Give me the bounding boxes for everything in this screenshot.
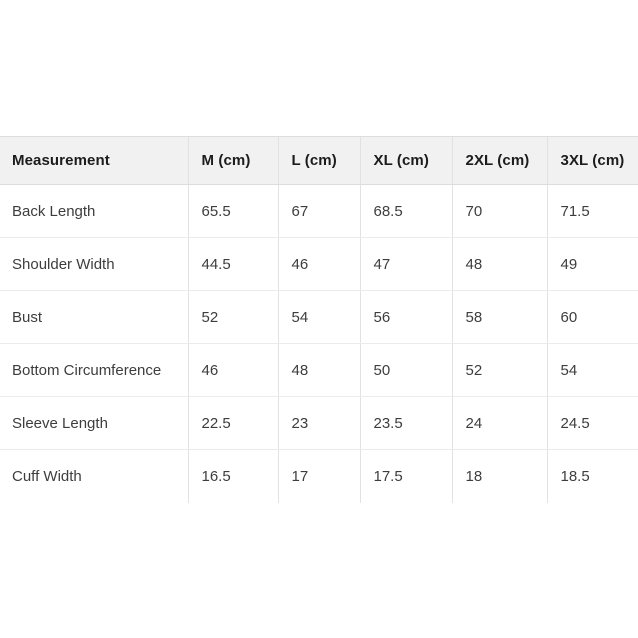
table-row-sleeve-length: Sleeve Length 22.5 23 23.5 24 24.5	[0, 396, 638, 450]
cell-value: 17.5	[359, 449, 452, 503]
cell-value: 44.5	[187, 237, 278, 291]
row-label: Cuff Width	[0, 449, 188, 503]
cell-value: 65.5	[187, 184, 278, 238]
row-label: Sleeve Length	[0, 396, 188, 450]
column-header-xl: XL (cm)	[359, 136, 452, 185]
cell-value: 22.5	[187, 396, 278, 450]
column-header-2xl: 2XL (cm)	[451, 136, 547, 185]
table-row-bottom-circumference: Bottom Circumference 46 48 50 52 54	[0, 343, 638, 397]
cell-value: 17	[277, 449, 360, 503]
cell-value: 18.5	[546, 449, 638, 503]
row-label: Bottom Circumference	[0, 343, 188, 397]
cell-value: 46	[187, 343, 278, 397]
cell-value: 71.5	[546, 184, 638, 238]
cell-value: 24.5	[546, 396, 638, 450]
table-row-cuff-width: Cuff Width 16.5 17 17.5 18 18.5	[0, 449, 638, 503]
cell-value: 52	[187, 290, 278, 344]
cell-value: 54	[277, 290, 360, 344]
size-chart-viewport: Measurement M (cm) L (cm) XL (cm) 2XL (c…	[0, 136, 638, 503]
column-header-3xl: 3XL (cm)	[546, 136, 638, 185]
cell-value: 67	[277, 184, 360, 238]
cell-value: 68.5	[359, 184, 452, 238]
cell-value: 58	[451, 290, 547, 344]
cell-value: 23	[277, 396, 360, 450]
cell-value: 18	[451, 449, 547, 503]
cell-value: 52	[451, 343, 547, 397]
table-row-back-length: Back Length 65.5 67 68.5 70 71.5	[0, 184, 638, 238]
size-chart-table: Measurement M (cm) L (cm) XL (cm) 2XL (c…	[0, 136, 638, 503]
cell-value: 48	[277, 343, 360, 397]
table-row-shoulder-width: Shoulder Width 44.5 46 47 48 49	[0, 237, 638, 291]
row-label: Back Length	[0, 184, 188, 238]
column-header-l: L (cm)	[277, 136, 360, 185]
column-header-measurement: Measurement	[0, 136, 188, 185]
cell-value: 47	[359, 237, 452, 291]
column-header-m: M (cm)	[187, 136, 278, 185]
cell-value: 60	[546, 290, 638, 344]
table-row-bust: Bust 52 54 56 58 60	[0, 290, 638, 344]
cell-value: 24	[451, 396, 547, 450]
cell-value: 46	[277, 237, 360, 291]
cell-value: 50	[359, 343, 452, 397]
cell-value: 16.5	[187, 449, 278, 503]
table-header-row: Measurement M (cm) L (cm) XL (cm) 2XL (c…	[0, 136, 638, 185]
cell-value: 56	[359, 290, 452, 344]
row-label: Bust	[0, 290, 188, 344]
cell-value: 48	[451, 237, 547, 291]
cell-value: 70	[451, 184, 547, 238]
cell-value: 23.5	[359, 396, 452, 450]
cell-value: 49	[546, 237, 638, 291]
row-label: Shoulder Width	[0, 237, 188, 291]
cell-value: 54	[546, 343, 638, 397]
